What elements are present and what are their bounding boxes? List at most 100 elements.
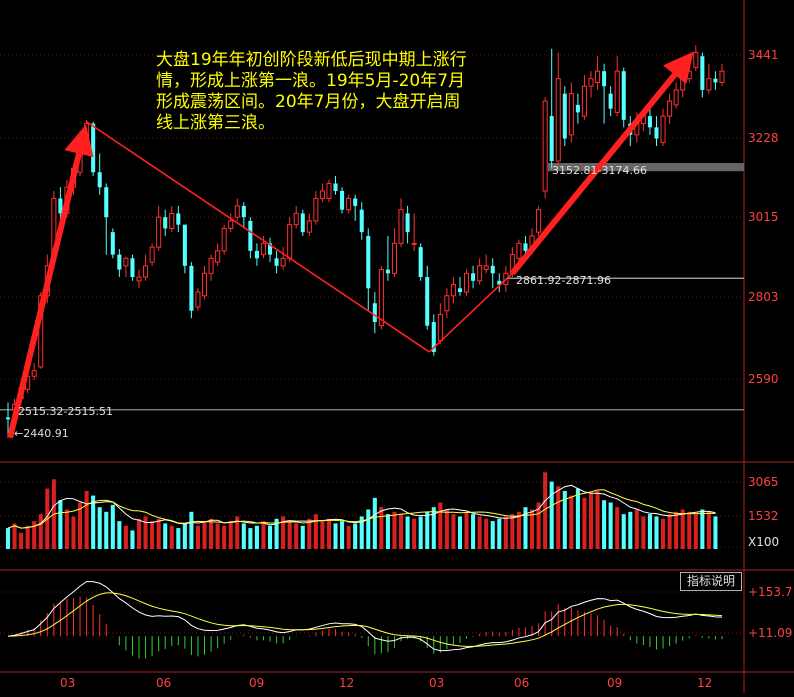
volume-bar — [412, 518, 417, 549]
candle-body — [660, 115, 666, 143]
candle-body — [306, 220, 312, 233]
volume-bar — [706, 511, 711, 549]
volume-bar — [195, 525, 200, 549]
candle-body — [143, 265, 149, 278]
candle-body — [97, 172, 102, 188]
volume-bar — [19, 532, 24, 549]
candle-body — [497, 280, 502, 285]
candle-body — [706, 78, 712, 91]
range-line-down — [86, 121, 430, 353]
volume-bar — [464, 511, 469, 549]
volume-bar — [281, 516, 286, 549]
candle-body — [267, 243, 273, 255]
volume-bar — [490, 521, 495, 549]
volume-bar — [215, 523, 220, 549]
volume-bar — [425, 511, 430, 549]
volume-bar — [254, 525, 259, 549]
volume-bar — [477, 516, 482, 549]
volume-bar — [582, 497, 587, 549]
volume-bar — [294, 523, 299, 549]
gap1-label: 2515.32-2515.51 — [18, 405, 113, 418]
candle-body — [156, 216, 162, 248]
volume-bar — [438, 502, 443, 549]
candle-body — [602, 71, 607, 87]
volume-bar — [130, 530, 135, 549]
candle-body — [700, 56, 705, 90]
candle-body — [608, 93, 613, 109]
volume-bar — [608, 502, 613, 549]
candle-body — [136, 276, 142, 282]
candle-body — [319, 190, 325, 199]
candle-body — [195, 291, 201, 308]
macd-tick-label: +153.7 — [748, 585, 793, 599]
volume-bar — [300, 525, 305, 549]
macd-dif-line — [7, 581, 723, 652]
macd-tick-label: +11.09 — [748, 626, 793, 640]
wave-arrow-3 — [510, 51, 694, 276]
candle-body — [130, 258, 135, 278]
volume-bar — [615, 507, 620, 549]
candle-body — [110, 232, 115, 255]
gap2-label: 2861.92-2871.96 — [516, 274, 611, 287]
candle-body — [425, 277, 430, 326]
volume-bar — [641, 516, 646, 549]
candle-body — [300, 213, 305, 233]
volume-bar — [405, 516, 410, 549]
candle-body — [490, 265, 495, 274]
y-tick-label: 3441 — [748, 48, 779, 62]
volume-ma5-line — [7, 484, 716, 529]
candle-body — [208, 257, 214, 274]
candle-body — [254, 250, 259, 259]
candle-body — [91, 123, 96, 173]
volume-bar — [628, 511, 633, 549]
volume-bar — [588, 493, 594, 549]
candle-body — [293, 212, 299, 226]
candle-body — [287, 224, 293, 259]
candle-body — [215, 250, 221, 263]
candle-body — [477, 265, 483, 282]
volume-bar — [457, 516, 463, 549]
volume-bar — [189, 511, 194, 549]
candle-body — [58, 198, 63, 214]
vol-tick-label: 1532 — [748, 509, 779, 523]
volume-bar — [156, 518, 161, 549]
volume-bar — [556, 486, 561, 549]
candle-body — [621, 71, 626, 120]
volume-bar — [78, 502, 83, 549]
candle-body — [680, 74, 686, 91]
volume-bar — [647, 514, 652, 549]
indicator-help-button[interactable]: 指标说明 — [680, 572, 742, 591]
volume-bar — [366, 509, 371, 549]
candle-body — [149, 246, 155, 263]
candle-body — [575, 104, 580, 113]
y-tick-label: 2803 — [748, 290, 779, 304]
candle-body — [182, 224, 187, 266]
volume-bar — [562, 490, 567, 549]
vol-unit-label: X100 — [748, 535, 780, 549]
candle-body — [464, 272, 470, 293]
volume-bar — [274, 518, 279, 549]
candle-body — [523, 243, 528, 251]
candle-body — [241, 205, 246, 218]
volume-bar — [320, 521, 325, 549]
candle-body — [483, 265, 489, 271]
volume-bar — [398, 514, 404, 549]
candle-body — [353, 198, 358, 206]
candle-body — [516, 242, 522, 259]
volume-bar — [313, 514, 318, 549]
candle-body — [673, 89, 679, 106]
candle-body — [221, 227, 227, 252]
candle-body — [542, 100, 548, 192]
volume-bar — [634, 509, 639, 549]
candle-body — [176, 213, 181, 225]
volume-bar — [222, 525, 227, 549]
volume-bar — [143, 516, 148, 549]
candle-body — [405, 213, 410, 233]
volume-bar — [700, 509, 705, 549]
volume-bar — [543, 472, 548, 549]
candle-body — [189, 265, 194, 311]
x-tick-label: 03 — [60, 676, 76, 690]
volume-bar — [687, 511, 692, 549]
volume-bar — [392, 511, 397, 549]
